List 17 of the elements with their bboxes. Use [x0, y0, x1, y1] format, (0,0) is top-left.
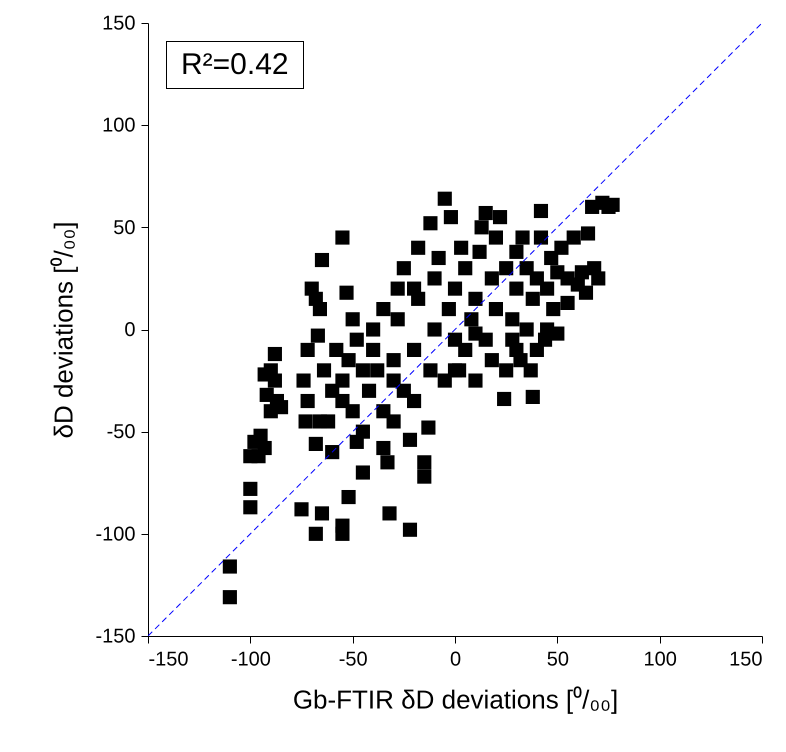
x-tick-label: 50: [546, 648, 569, 670]
y-tick-label: -50: [106, 421, 136, 444]
x-tick-label: 0: [450, 648, 462, 670]
y-tick-label: 100: [102, 114, 136, 137]
x-tick-label: -150: [148, 648, 189, 670]
y-tick-label: -150: [95, 626, 136, 648]
x-tick-label: -50: [338, 648, 368, 670]
y-axis-title: δD deviations [⁰/₀₀]: [48, 221, 78, 439]
x-tick-label: 150: [729, 648, 762, 670]
x-tick-label: 100: [643, 648, 677, 670]
y-tick-label: 150: [102, 12, 136, 34]
x-axis-title: Gb-FTIR δD deviations [⁰/₀₀]: [292, 684, 618, 714]
y-tick-label: -100: [95, 523, 136, 546]
x-tick-label: -100: [230, 648, 271, 670]
annotation: R²=0.42: [166, 41, 304, 89]
y-tick-label: 0: [124, 319, 136, 341]
y-tick-label: 50: [113, 216, 136, 239]
